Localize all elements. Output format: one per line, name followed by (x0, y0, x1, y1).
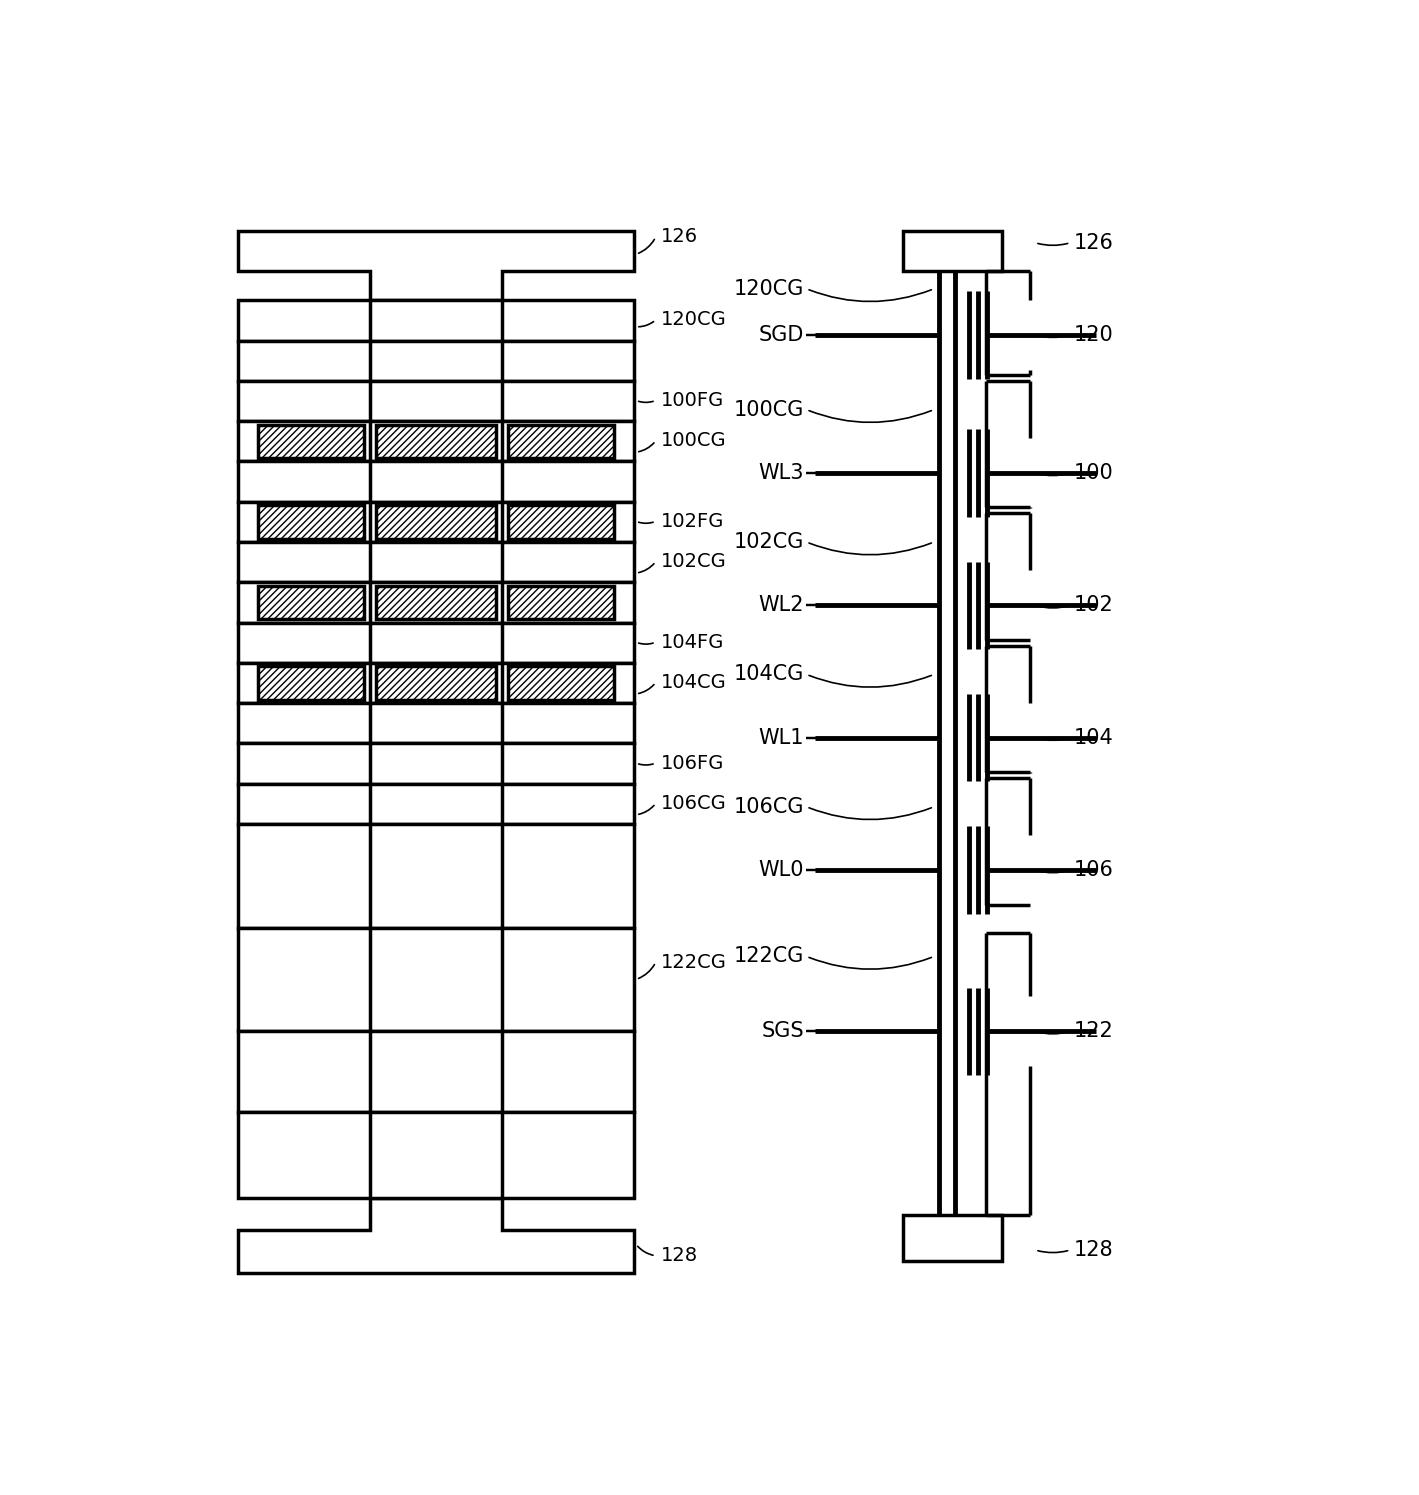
Polygon shape (238, 1197, 634, 1274)
Polygon shape (238, 300, 634, 341)
Polygon shape (238, 502, 634, 543)
Text: 102CG: 102CG (734, 532, 805, 552)
Text: 106FG: 106FG (661, 753, 725, 773)
Polygon shape (238, 462, 634, 502)
Polygon shape (904, 1215, 1002, 1262)
Text: SGD: SGD (759, 324, 805, 345)
Text: WL3: WL3 (759, 463, 805, 483)
Text: WL0: WL0 (759, 860, 805, 881)
Polygon shape (238, 662, 634, 703)
Polygon shape (258, 505, 363, 538)
Polygon shape (238, 1112, 634, 1197)
Text: 100: 100 (1074, 463, 1114, 483)
Text: 104CG: 104CG (661, 673, 727, 692)
Polygon shape (508, 586, 614, 619)
Text: 120CG: 120CG (734, 278, 805, 299)
Text: 102: 102 (1074, 595, 1114, 616)
Text: 122CG: 122CG (661, 952, 727, 972)
Text: 120: 120 (1074, 324, 1114, 345)
Polygon shape (258, 667, 363, 700)
Polygon shape (238, 927, 634, 1032)
Polygon shape (238, 703, 634, 743)
Text: 104: 104 (1074, 728, 1114, 748)
Text: 100CG: 100CG (734, 399, 805, 420)
Polygon shape (508, 667, 614, 700)
Polygon shape (238, 341, 634, 381)
Text: 104CG: 104CG (734, 664, 805, 685)
Polygon shape (238, 783, 634, 824)
Text: 106CG: 106CG (661, 794, 727, 813)
Text: 104FG: 104FG (661, 632, 725, 652)
Polygon shape (238, 743, 634, 783)
Polygon shape (258, 586, 363, 619)
Polygon shape (376, 667, 495, 700)
Text: SGS: SGS (762, 1021, 805, 1041)
Polygon shape (258, 425, 363, 457)
Polygon shape (238, 422, 634, 462)
Text: WL2: WL2 (759, 595, 805, 616)
Text: 128: 128 (1074, 1239, 1114, 1260)
Polygon shape (508, 425, 614, 457)
Text: 126: 126 (661, 227, 698, 247)
Polygon shape (238, 381, 634, 422)
Text: WL1: WL1 (759, 728, 805, 748)
Text: 106CG: 106CG (734, 797, 805, 816)
Polygon shape (376, 505, 495, 538)
Polygon shape (238, 232, 634, 300)
Polygon shape (238, 824, 634, 927)
Polygon shape (508, 505, 614, 538)
Polygon shape (238, 622, 634, 662)
Text: 126: 126 (1074, 233, 1114, 253)
Text: 128: 128 (661, 1247, 698, 1265)
Text: 106: 106 (1074, 860, 1114, 881)
Polygon shape (376, 425, 495, 457)
Polygon shape (238, 1032, 634, 1112)
Text: 122CG: 122CG (734, 946, 805, 966)
Text: 122: 122 (1074, 1021, 1114, 1041)
Polygon shape (376, 586, 495, 619)
Polygon shape (238, 543, 634, 583)
Text: 120CG: 120CG (661, 311, 727, 329)
Text: 100FG: 100FG (661, 390, 725, 410)
Polygon shape (904, 232, 1002, 272)
Text: 100CG: 100CG (661, 431, 727, 450)
Text: 102CG: 102CG (661, 552, 727, 571)
Polygon shape (238, 583, 634, 622)
Text: 102FG: 102FG (661, 511, 725, 531)
